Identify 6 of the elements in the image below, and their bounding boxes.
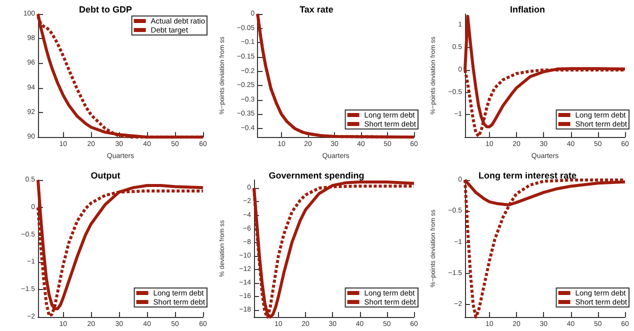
chart-title: Inflation [510,4,545,14]
chart-title: Government spending [268,170,364,180]
chart-title: Tax rate [300,4,334,14]
chart-title: Debt to GDP [79,4,132,14]
chart-title: Long term interest rate [478,170,577,180]
chart-title: Output [90,170,120,180]
